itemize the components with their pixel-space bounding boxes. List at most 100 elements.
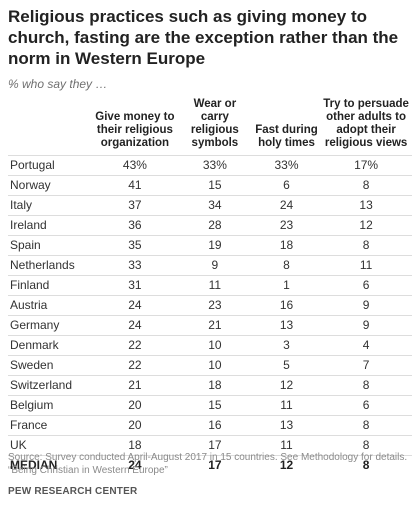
value-cell: 15 [208, 178, 222, 192]
table-row: Denmark 22 10 3 4 [8, 335, 412, 356]
value-cell: 33% [274, 158, 299, 172]
value-cell: 35 [128, 238, 142, 252]
table-row: Germany 24 21 13 9 [8, 315, 412, 336]
table-row: Portugal 43% 33% 33% 17% [8, 155, 412, 176]
value-cell: 23 [279, 218, 294, 232]
value-cell: 7 [362, 358, 370, 372]
value-cell: 21 [208, 318, 222, 332]
value-cell: 9 [362, 318, 370, 332]
value-cell: 3 [283, 338, 290, 352]
value-cell: 24 [128, 318, 142, 332]
value-cell: 8 [362, 238, 370, 252]
value-cell: 24 [128, 298, 142, 312]
value-cell: 31 [128, 278, 142, 292]
value-cell: 18 [128, 438, 142, 452]
column-header-give-money: Give money to their religious organizati… [95, 111, 175, 149]
country-label: Belgium [10, 398, 54, 412]
value-cell: 6 [362, 278, 370, 292]
value-cell: 41 [128, 178, 142, 192]
value-cell: 28 [208, 218, 222, 232]
country-label: Italy [10, 198, 33, 212]
table-row: France 20 16 13 8 [8, 415, 412, 436]
country-label: Netherlands [10, 258, 75, 272]
value-cell: 11 [280, 398, 293, 412]
table-row: Austria 24 23 16 9 [8, 295, 412, 316]
country-label: France [10, 418, 48, 432]
value-cell: 19 [208, 238, 222, 252]
value-cell: 6 [283, 178, 290, 192]
value-cell: 13 [279, 418, 294, 432]
value-cell: 9 [211, 258, 219, 272]
country-label: Denmark [10, 338, 59, 352]
value-cell: 12 [279, 378, 294, 392]
value-cell: 21 [128, 378, 142, 392]
value-cell: 8 [283, 258, 290, 272]
value-cell: 20 [128, 418, 142, 432]
value-cell: 33 [128, 258, 142, 272]
value-cell: 4 [362, 338, 370, 352]
table-row: Netherlands 33 9 8 11 [8, 255, 412, 276]
table-row: Finland 31 11 1 6 [8, 275, 412, 296]
median-value-cell: 12 [279, 458, 294, 472]
value-cell: 22 [128, 338, 142, 352]
value-cell: 11 [280, 438, 293, 452]
value-cell: 22 [128, 358, 142, 372]
value-cell: 10 [208, 338, 222, 352]
value-cell: 5 [283, 358, 290, 372]
value-cell: 16 [279, 298, 294, 312]
median-value-cell: 8 [362, 458, 370, 472]
credit-line: PEW RESEARCH CENTER [8, 486, 138, 497]
table-row: Belgium 20 15 11 6 [8, 395, 412, 416]
value-cell: 23 [208, 298, 222, 312]
median-value-cell: 17 [208, 458, 222, 472]
country-label: UK [10, 438, 27, 452]
table-row: Switzerland 21 18 12 8 [8, 375, 412, 396]
value-cell: 12 [359, 218, 373, 232]
value-cell: 43% [122, 158, 147, 172]
data-table: Give money to their religious organizati… [8, 98, 412, 475]
country-label: Portugal [10, 158, 55, 172]
column-header-religious-symbols: Wear or carry religious symbols [190, 98, 239, 149]
country-label: Germany [10, 318, 60, 332]
median-value-cell: 24 [128, 458, 142, 472]
value-cell: 36 [128, 218, 142, 232]
table-row: Norway 41 15 6 8 [8, 175, 412, 196]
country-label: Switzerland [10, 378, 73, 392]
value-cell: 18 [279, 238, 294, 252]
column-header-fast: Fast during holy times [255, 124, 318, 149]
country-label: Austria [10, 298, 48, 312]
table-row: Italy 37 34 24 13 [8, 195, 412, 216]
value-cell: 17% [354, 158, 379, 172]
value-cell: 16 [208, 418, 222, 432]
header-row: Give money to their religious organizati… [8, 98, 412, 156]
value-cell: 10 [208, 358, 222, 372]
country-label: Sweden [10, 358, 54, 372]
value-cell: 8 [362, 438, 370, 452]
value-cell: 20 [128, 398, 142, 412]
value-cell: 37 [128, 198, 142, 212]
value-cell: 34 [208, 198, 222, 212]
chart-subtitle: % who say they … [8, 77, 108, 91]
value-cell: 9 [362, 298, 370, 312]
chart-title: Religious practices such as giving money… [8, 7, 399, 68]
value-cell: 6 [362, 398, 370, 412]
source-note: Source: Survey conducted April-August 20… [8, 452, 408, 476]
value-cell: 13 [359, 198, 373, 212]
country-label: Norway [10, 178, 51, 192]
value-cell: 1 [283, 278, 290, 292]
country-label: Finland [10, 278, 50, 292]
column-header-persuade: Try to persuade other adults to adopt th… [323, 98, 409, 149]
value-cell: 8 [362, 178, 370, 192]
column-header-country [8, 98, 93, 156]
value-cell: 8 [362, 418, 370, 432]
table-row: Spain 35 19 18 8 [8, 235, 412, 256]
value-cell: 11 [359, 258, 373, 272]
value-cell: 18 [208, 378, 222, 392]
median-row: MEDIAN 24 17 12 8 [8, 455, 412, 476]
value-cell: 24 [279, 198, 294, 212]
table-row: Sweden 22 10 5 7 [8, 355, 412, 376]
median-label: MEDIAN [10, 458, 58, 472]
value-cell: 17 [208, 438, 222, 452]
country-label: Ireland [10, 218, 47, 232]
value-cell: 13 [279, 318, 294, 332]
